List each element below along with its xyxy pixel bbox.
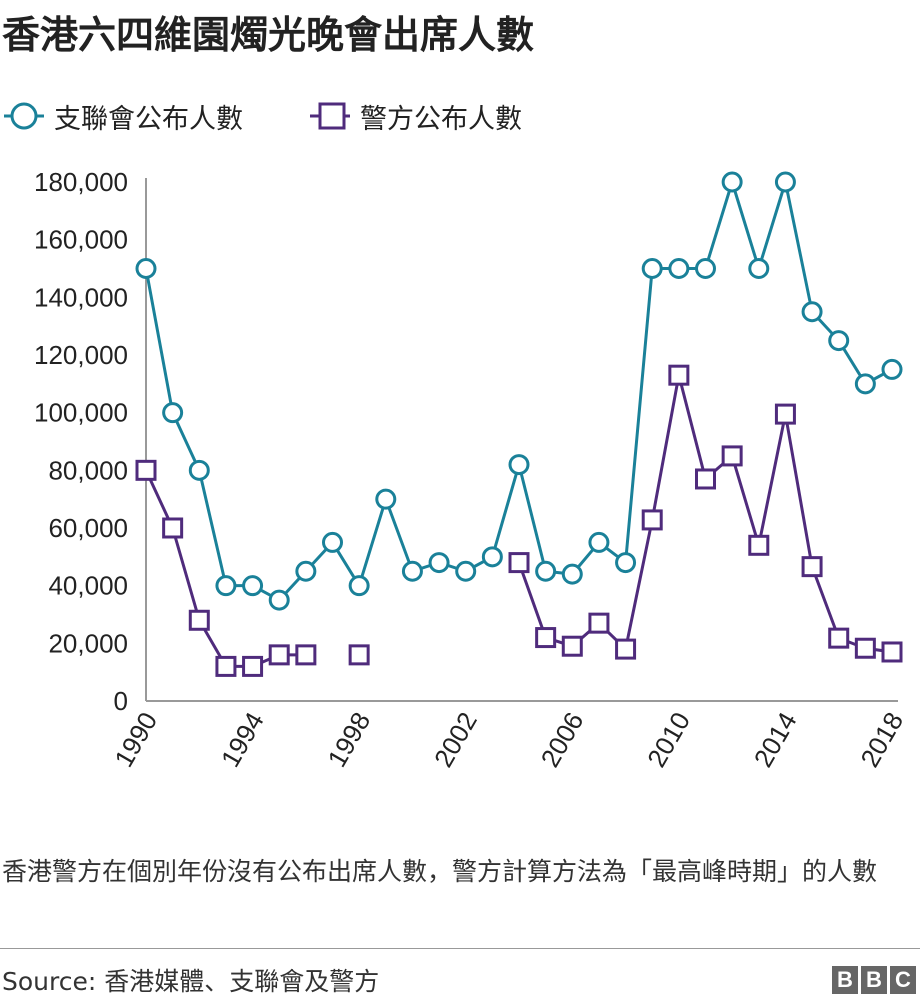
police-point: [695, 468, 716, 490]
y-tick-label: 120,000: [34, 340, 128, 370]
x-tick-label: 2018: [854, 707, 909, 772]
organiser-point: [508, 454, 530, 476]
legend-label-police: 警方公布人數: [360, 103, 522, 135]
police-point: [828, 627, 850, 649]
police-point: [508, 552, 530, 574]
organiser-point: [401, 560, 423, 582]
divider: [0, 948, 920, 949]
organiser-point: [295, 560, 317, 582]
police-point: [162, 517, 184, 539]
police-point: [881, 641, 903, 663]
y-tick-label: 100,000: [34, 398, 128, 428]
source-text: Source: 香港媒體、支聯會及警方: [2, 967, 380, 996]
organiser-point: [615, 552, 637, 574]
police-series-line: [517, 373, 893, 654]
organiser-series-line: [144, 180, 893, 602]
organiser-point: [801, 301, 823, 323]
organiser-point: [881, 358, 903, 380]
organiser-point: [268, 589, 290, 611]
organiser-point: [588, 531, 610, 553]
police-point: [668, 364, 690, 386]
police-point: [295, 644, 317, 666]
y-tick-label: 60,000: [48, 513, 128, 543]
chart-title: 香港六四維園燭光晚會出席人數: [2, 13, 535, 57]
x-tick-label: 1994: [215, 707, 270, 772]
organiser-point: [348, 575, 370, 597]
police-point: [588, 612, 610, 634]
organiser-point: [561, 563, 583, 585]
police-point: [268, 644, 290, 666]
legend-item-police: 警方公布人數: [310, 96, 522, 136]
y-tick-label: 160,000: [34, 225, 128, 255]
organiser-point: [242, 575, 264, 597]
police-point: [215, 655, 237, 677]
legend-label-organiser: 支聯會公布人數: [54, 103, 243, 135]
police-point: [242, 655, 264, 677]
legend: 支聯會公布人數 警方公布人數: [0, 96, 920, 136]
x-tick-label: 2006: [535, 707, 590, 772]
police-point: [641, 509, 663, 531]
organiser-point: [854, 373, 876, 395]
organiser-point: [481, 546, 503, 568]
police-point: [188, 609, 210, 631]
x-tick-label: 2014: [748, 707, 803, 772]
police-point: [135, 459, 157, 481]
organiser-point: [748, 258, 770, 279]
organiser-point: [215, 575, 237, 597]
footnote: 香港警方在個別年份沒有公布出席人數，警方計算方法為「最高峰時期」的人數: [2, 857, 878, 886]
legend-circle-icon: [4, 102, 44, 130]
organiser-point: [668, 258, 690, 279]
police-point: [801, 556, 823, 578]
line-chart: 0 20,000 40,000 60,000 80,000 100,000 120,000 1…: [34, 167, 909, 772]
organiser-point: [695, 258, 716, 279]
y-tick-label: 140,000: [34, 282, 128, 312]
police-point: [748, 534, 770, 556]
organiser-point: [428, 552, 450, 574]
x-tick-label: 2002: [428, 707, 483, 772]
organiser-point: [375, 488, 397, 510]
police-point: [348, 644, 370, 666]
police-point: [561, 635, 583, 657]
x-tick-label: 2010: [641, 707, 696, 772]
organiser-point: [721, 171, 743, 193]
legend-square-icon: [310, 102, 350, 130]
organiser-point: [322, 531, 343, 553]
organiser-point: [535, 560, 557, 582]
organiser-point: [828, 330, 850, 352]
x-tick-label: 1990: [108, 707, 163, 772]
police-point: [854, 637, 876, 659]
y-tick-label: 180,000: [34, 167, 128, 197]
police-point: [535, 627, 557, 649]
organiser-point: [641, 258, 663, 279]
y-tick-label: 80,000: [48, 455, 128, 485]
organiser-point: [162, 402, 184, 424]
bbc-logo: B B C: [832, 966, 916, 994]
bbc-logo-letter: B: [861, 966, 887, 994]
organiser-point: [135, 258, 157, 279]
police-point: [721, 445, 743, 467]
y-tick-label: 40,000: [48, 571, 128, 601]
organiser-point: [774, 171, 796, 193]
bbc-logo-letter: C: [890, 966, 916, 994]
police-point: [615, 638, 637, 660]
legend-item-organiser: 支聯會公布人數: [4, 96, 243, 136]
organiser-point: [188, 459, 210, 481]
police-series-line: [144, 469, 306, 668]
y-tick-label: 20,000: [48, 628, 128, 658]
y-tick-label: 0: [114, 686, 128, 716]
organiser-point: [455, 560, 477, 582]
x-tick-label: 1998: [321, 707, 376, 772]
police-point: [774, 403, 796, 425]
bbc-logo-letter: B: [832, 966, 858, 994]
